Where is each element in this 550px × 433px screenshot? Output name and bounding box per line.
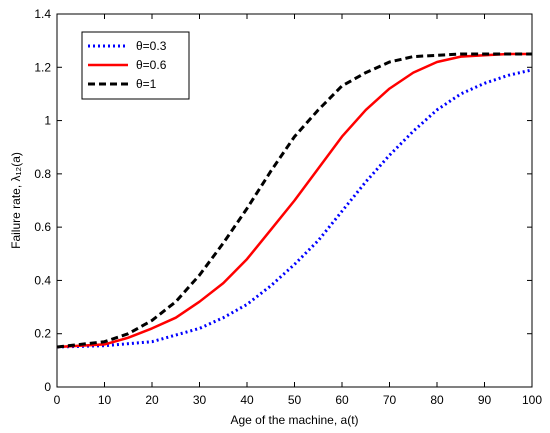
x-tick-label: 70 — [383, 393, 397, 407]
y-tick-label: 0.6 — [34, 220, 51, 234]
y-tick-label: 0.8 — [34, 167, 51, 181]
axis-ticks — [56, 13, 533, 388]
legend: θ=0.3 θ=0.6 θ=1 — [81, 31, 190, 100]
series-line-2 — [56, 52, 532, 349]
y-tick-label: 1.4 — [34, 7, 51, 21]
x-tick-label: 20 — [145, 393, 159, 407]
y-axis-label: Failure rate, λ₁₂(a) — [9, 152, 23, 249]
x-tick-label: 10 — [98, 393, 112, 407]
legend-label-1: θ=0.3 — [136, 39, 167, 53]
x-tick-label: 60 — [335, 393, 349, 407]
y-tick-label: 1.2 — [34, 60, 51, 74]
x-tick-label: 30 — [193, 393, 207, 407]
y-tick-label: 1 — [44, 114, 51, 128]
x-tick-label: 40 — [240, 393, 254, 407]
series-lines — [56, 52, 533, 349]
series-line-3 — [56, 52, 532, 349]
y-tick-label: 0 — [44, 380, 51, 394]
x-tick-label: 80 — [430, 393, 444, 407]
x-tick-label: 50 — [288, 393, 302, 407]
legend-label-2: θ=0.6 — [136, 58, 167, 72]
x-tick-label: 100 — [522, 393, 542, 407]
y-tick-label: 0.2 — [34, 327, 51, 341]
x-tick-label: 90 — [478, 393, 492, 407]
series-line-1 — [56, 68, 533, 349]
tick-labels: 0 10 20 30 40 50 60 70 80 90 100 0 0.2 0.4 0.6 0.8 1 1.2 1… — [34, 7, 542, 407]
x-tick-label: 0 — [54, 393, 61, 407]
x-axis-label: Age of the machine, a(t) — [230, 413, 358, 427]
legend-label-3: θ=1 — [136, 77, 157, 91]
y-tick-label: 0.4 — [34, 273, 51, 287]
